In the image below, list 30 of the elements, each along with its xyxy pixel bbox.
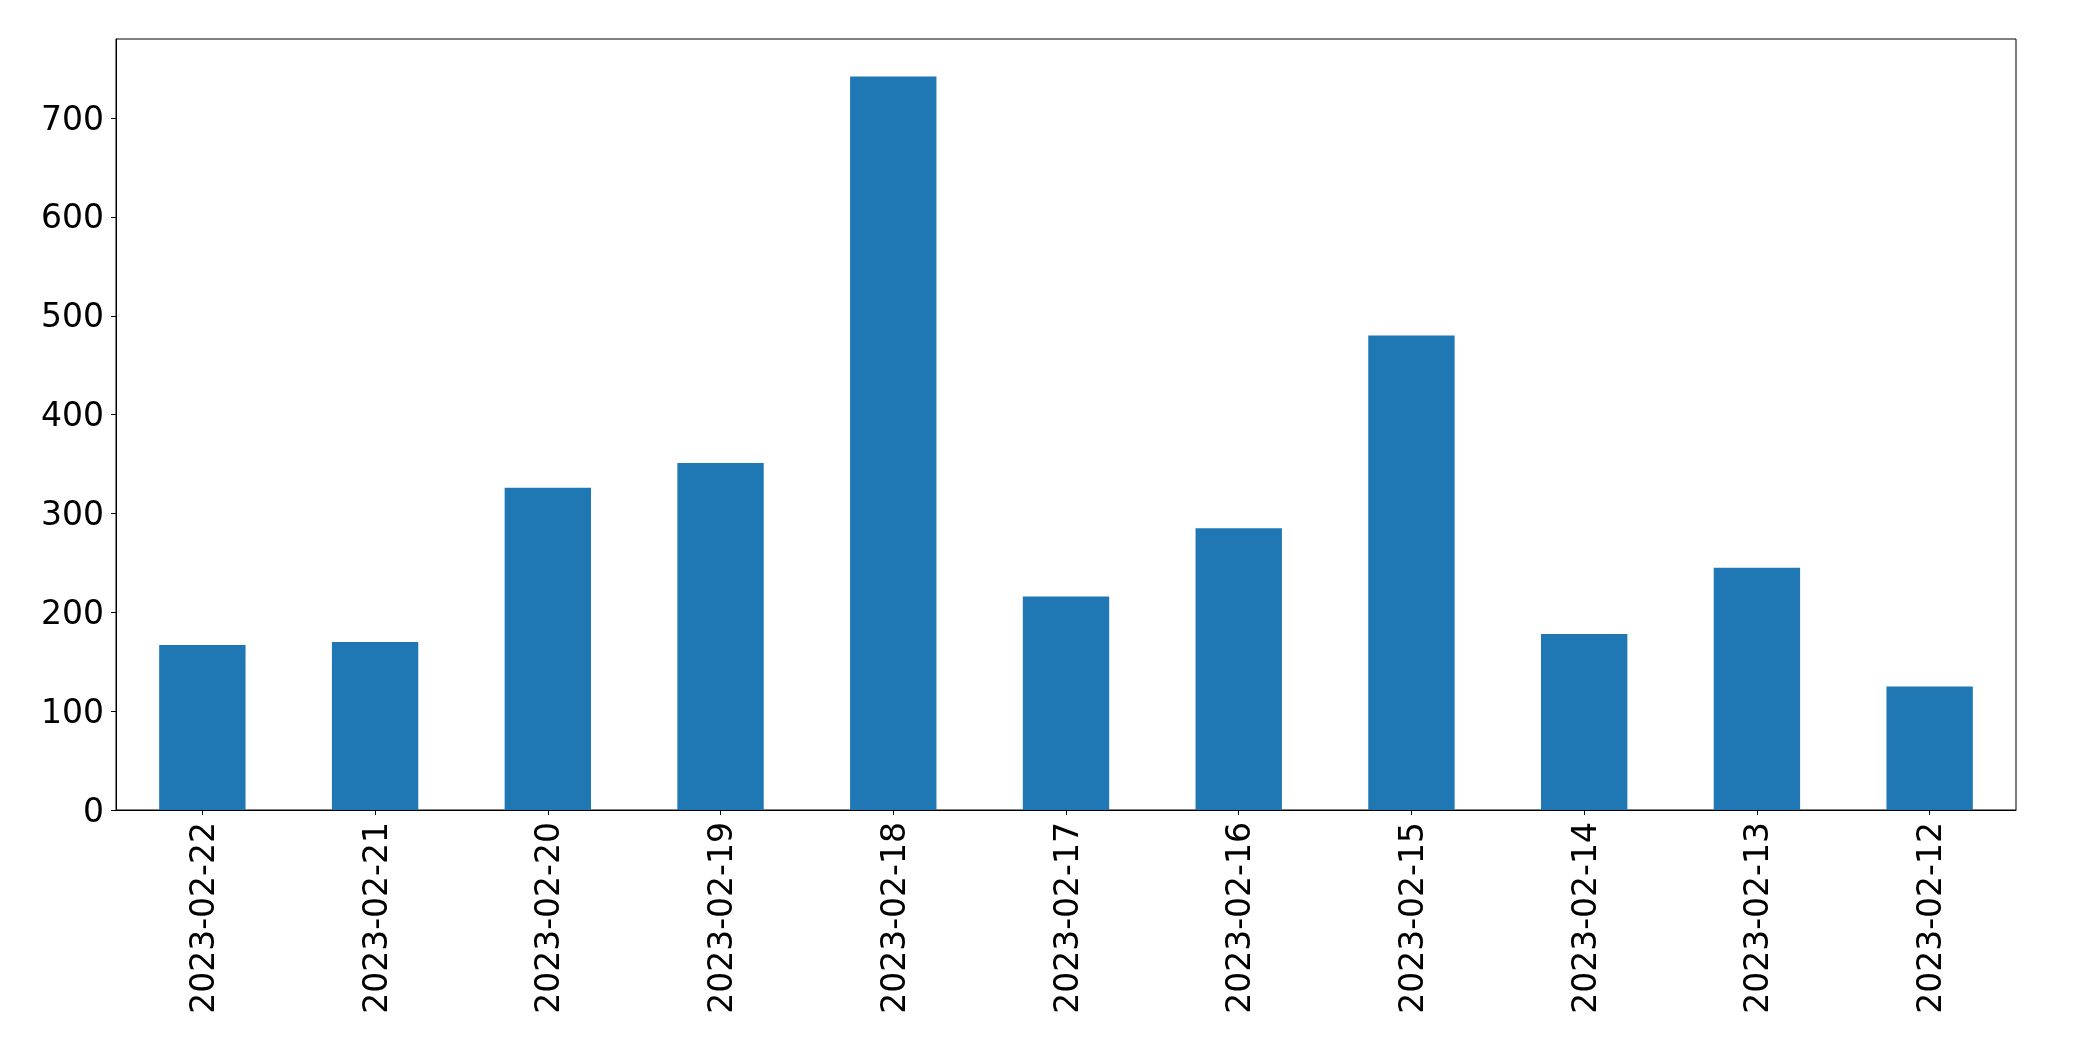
- bar: [504, 487, 591, 810]
- y-tick-label: 200: [41, 592, 104, 632]
- x-tick-label: 2023-02-14: [1564, 822, 1604, 1014]
- y-tick-label: 0: [83, 790, 104, 830]
- bar: [850, 76, 937, 810]
- x-tick-label: 2023-02-18: [873, 822, 913, 1014]
- x-tick-label: 2023-02-20: [528, 822, 568, 1014]
- y-tick-label: 700: [41, 98, 104, 138]
- y-tick-label: 600: [41, 197, 104, 237]
- bar: [1368, 335, 1455, 810]
- x-tick-label: 2023-02-21: [355, 822, 395, 1014]
- x-tick-label: 2023-02-19: [701, 822, 741, 1014]
- bar: [1195, 528, 1282, 810]
- bar: [159, 644, 246, 810]
- x-tick-label: 2023-02-17: [1046, 822, 1086, 1014]
- x-tick-label: 2023-02-12: [1910, 822, 1950, 1014]
- bar: [1541, 634, 1628, 810]
- x-tick-label: 2023-02-13: [1737, 822, 1777, 1014]
- bar: [331, 641, 419, 810]
- bar: [1713, 567, 1801, 810]
- x-tick-label: 2023-02-22: [182, 822, 222, 1014]
- x-tick-label: 2023-02-15: [1391, 822, 1431, 1014]
- y-tick-label: 300: [41, 493, 104, 533]
- bar: [677, 463, 764, 810]
- y-tick-label: 500: [41, 296, 104, 336]
- bar: [1886, 686, 1973, 810]
- bar: [1022, 596, 1110, 810]
- x-tick-label: 2023-02-16: [1219, 822, 1259, 1014]
- y-tick-label: 100: [41, 691, 104, 731]
- y-tick-label: 400: [41, 395, 104, 435]
